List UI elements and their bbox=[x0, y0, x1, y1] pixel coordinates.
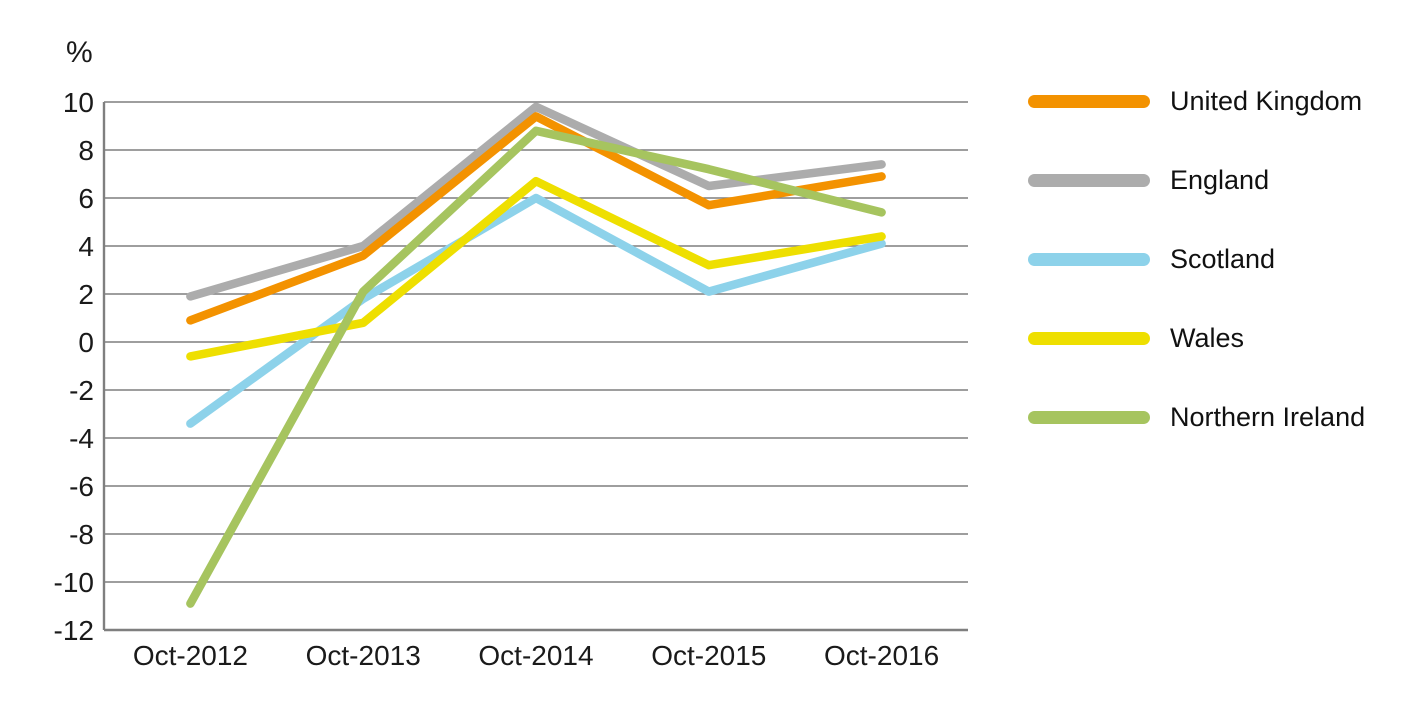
y-axis-tick-label: -10 bbox=[54, 567, 94, 598]
x-axis-label: Oct-2013 bbox=[306, 640, 421, 671]
x-axis-label: Oct-2014 bbox=[478, 640, 593, 671]
x-axis-label: Oct-2015 bbox=[651, 640, 766, 671]
legend-swatch-united-kingdom bbox=[1028, 95, 1150, 108]
series-line-wales bbox=[186, 176, 886, 361]
series-line-england bbox=[186, 102, 886, 301]
legend-label-england: England bbox=[1170, 165, 1270, 195]
legend-item-wales: Wales bbox=[1028, 299, 1365, 378]
legend-swatch-northern-ireland bbox=[1028, 411, 1150, 424]
y-axis-tick-label: 4 bbox=[78, 231, 94, 262]
legend-label-scotland: Scotland bbox=[1170, 244, 1276, 274]
y-axis-tick-label: 2 bbox=[78, 279, 94, 310]
legend-label-northern-ireland: Northern Ireland bbox=[1170, 402, 1366, 432]
y-axis-tick-label: -4 bbox=[69, 423, 94, 454]
legend-item-northern-ireland: Northern Ireland bbox=[1028, 378, 1365, 457]
y-axis-tick-label: -6 bbox=[69, 471, 94, 502]
legend-item-scotland: Scotland bbox=[1028, 220, 1365, 299]
y-axis-tick-label: 10 bbox=[63, 87, 94, 118]
chart-legend: United Kingdom England Scotland Wales No… bbox=[1028, 62, 1365, 457]
y-axis-tick-label: 0 bbox=[78, 327, 94, 358]
legend-item-united-kingdom: United Kingdom bbox=[1028, 62, 1365, 141]
legend-swatch-wales bbox=[1028, 332, 1150, 345]
legend-label-united-kingdom: United Kingdom bbox=[1170, 86, 1363, 116]
legend-swatch-scotland bbox=[1028, 253, 1150, 266]
series-line-united-kingdom bbox=[186, 112, 886, 325]
y-axis-tick-label: -2 bbox=[69, 375, 94, 406]
legend-label-wales: Wales bbox=[1170, 323, 1245, 353]
series-line-scotland bbox=[186, 193, 886, 428]
y-axis-unit-label: % bbox=[66, 36, 93, 69]
legend-swatch-england bbox=[1028, 174, 1150, 187]
y-axis-tick-label: -8 bbox=[69, 519, 94, 550]
series-line-northern-ireland bbox=[186, 126, 886, 608]
y-axis-tick-label: 8 bbox=[78, 135, 94, 166]
x-axis-label: Oct-2012 bbox=[133, 640, 248, 671]
legend-item-england: England bbox=[1028, 141, 1365, 220]
x-axis-label: Oct-2016 bbox=[824, 640, 939, 671]
y-axis-tick-label: -12 bbox=[54, 615, 94, 646]
y-axis-tick-label: 6 bbox=[78, 183, 94, 214]
